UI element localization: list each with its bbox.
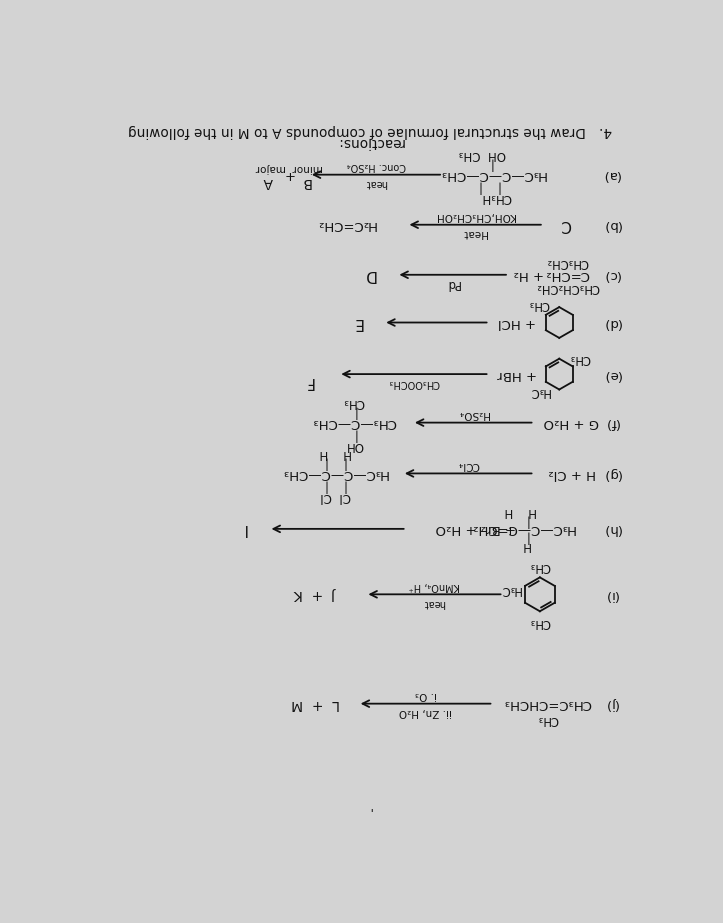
Text: |: | — [352, 405, 356, 418]
Text: CH₃CH₂CH₂: CH₃CH₂CH₂ — [535, 281, 599, 294]
Text: KMnO₄, H⁺: KMnO₄, H⁺ — [408, 581, 461, 591]
Text: CH₃: CH₃ — [570, 353, 591, 366]
Text: (c): (c) — [602, 269, 620, 282]
Text: (b): (b) — [602, 218, 620, 232]
Text: CH₃OOCH₃: CH₃OOCH₃ — [388, 378, 440, 388]
Text: + Br₂ + H₂O: + Br₂ + H₂O — [435, 522, 515, 535]
Text: CCl₄: CCl₄ — [457, 460, 479, 470]
Text: reactions:: reactions: — [336, 136, 404, 150]
Text: heat: heat — [424, 598, 445, 607]
Text: Cl  Cl: Cl Cl — [321, 490, 351, 503]
Text: (h): (h) — [602, 522, 620, 535]
Text: ': ' — [369, 798, 372, 811]
Text: |: | — [523, 515, 528, 528]
Text: J  +  K: J + K — [294, 587, 336, 601]
Text: CH₃: CH₃ — [537, 713, 558, 725]
Text: ii. Zn, H₂O: ii. Zn, H₂O — [399, 707, 452, 717]
Text: 4.   Draw the structural formulae of compounds A to M in the following: 4. Draw the structural formulae of compo… — [128, 124, 612, 138]
Text: (a): (a) — [602, 168, 620, 181]
Text: H    H: H H — [504, 506, 536, 519]
Text: Conc. H₂SO₄: Conc. H₂SO₄ — [346, 162, 406, 171]
Text: G + H₂O: G + H₂O — [543, 416, 599, 429]
Text: H₃C—C—C=CH₂: H₃C—C—C=CH₂ — [470, 522, 575, 535]
Text: OH: OH — [345, 439, 363, 452]
Text: H₃C: H₃C — [529, 385, 549, 398]
Text: CH₃CH₂: CH₃CH₂ — [546, 256, 589, 269]
Text: E: E — [353, 315, 362, 330]
Text: H₃C—C—C—CH₃: H₃C—C—C—CH₃ — [281, 467, 388, 480]
Text: C=CH₂: C=CH₂ — [544, 269, 589, 282]
Text: KOH,CH₃CH₂OH: KOH,CH₃CH₂OH — [435, 211, 515, 222]
Text: (j): (j) — [604, 697, 618, 710]
Text: + HCl: + HCl — [498, 316, 536, 329]
Text: C: C — [561, 217, 572, 233]
Text: |: | — [488, 158, 492, 171]
Text: H + Cl₂: H + Cl₂ — [549, 467, 596, 480]
Text: H₃C: H₃C — [500, 583, 521, 596]
Text: Pd: Pd — [445, 277, 460, 290]
Text: Heat: Heat — [463, 228, 487, 238]
Text: CH₃: CH₃ — [343, 396, 364, 409]
Text: |    |: | | — [325, 456, 348, 469]
Text: CH₃C=CHCH₃: CH₃C=CHCH₃ — [503, 697, 591, 710]
Text: L  +  M: L + M — [291, 697, 340, 711]
Text: + H₂: + H₂ — [513, 269, 544, 282]
Text: + HBr: + HBr — [497, 367, 537, 380]
Text: |: | — [352, 428, 356, 441]
Text: |    |: | | — [325, 479, 348, 492]
Text: (f): (f) — [604, 416, 619, 429]
Text: minor: minor — [291, 162, 321, 173]
Text: H₃C—C—C—CH₃: H₃C—C—C—CH₃ — [438, 168, 545, 181]
Text: CH₃: CH₃ — [529, 560, 550, 573]
Text: H    H: H H — [320, 447, 352, 460]
Text: i. O₃: i. O₃ — [414, 690, 437, 701]
Text: (g): (g) — [602, 467, 620, 480]
Text: OH  CH₃: OH CH₃ — [459, 149, 506, 162]
Text: +: + — [283, 168, 294, 181]
Text: |    |: | | — [479, 181, 502, 194]
Text: A: A — [264, 174, 273, 188]
Text: (i): (i) — [604, 588, 618, 601]
Text: B: B — [301, 174, 311, 188]
Text: (d): (d) — [602, 316, 620, 329]
Text: H₂C=CH₂: H₂C=CH₂ — [316, 218, 376, 232]
Text: H: H — [521, 539, 530, 552]
Text: H₂SO₄: H₂SO₄ — [458, 409, 489, 419]
Text: CH₃: CH₃ — [529, 616, 550, 629]
Text: major: major — [254, 162, 283, 173]
Text: I: I — [241, 521, 246, 536]
Text: CH₃H: CH₃H — [482, 191, 512, 204]
Text: |: | — [523, 530, 528, 543]
Text: CH₃—C—CH₃: CH₃—C—CH₃ — [312, 416, 396, 429]
Text: (e): (e) — [602, 367, 620, 380]
Text: heat: heat — [365, 178, 387, 188]
Text: D: D — [364, 268, 375, 282]
Text: CH₃: CH₃ — [529, 298, 549, 311]
Text: F: F — [304, 374, 313, 389]
